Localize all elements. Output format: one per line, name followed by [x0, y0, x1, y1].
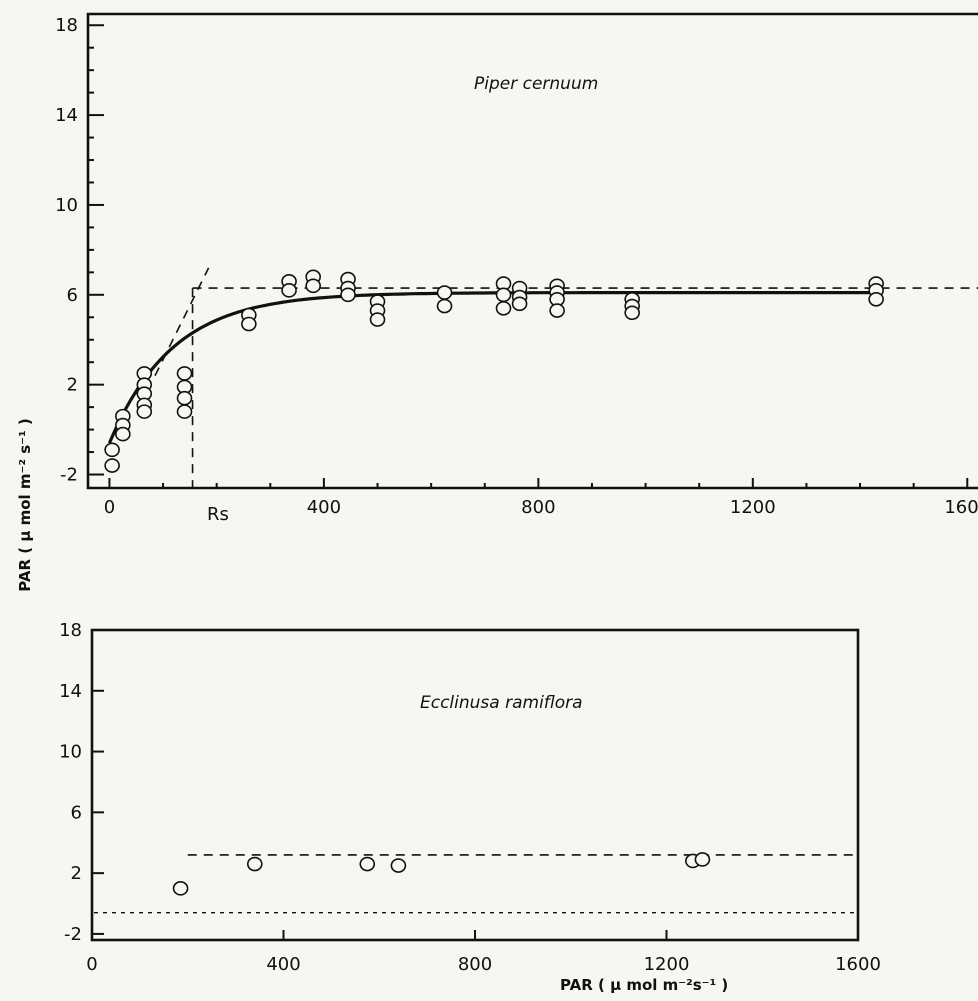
chart-title: Ecclinusa ramiflora [420, 693, 583, 713]
y-tick-label: 2 [67, 375, 78, 396]
data-point [282, 284, 296, 297]
data-point [178, 367, 192, 380]
data-point [497, 288, 511, 301]
y-tick-label: 2 [71, 863, 82, 884]
data-point [178, 392, 192, 405]
x-tick-label: 0 [86, 954, 97, 975]
x-tick-label: 400 [266, 954, 300, 975]
data-point [869, 293, 883, 306]
y-tick-label: 18 [55, 15, 78, 36]
data-point [105, 459, 119, 472]
x-tick-label: 1600 [944, 497, 978, 518]
chart-title: Piper cernuum [474, 74, 598, 94]
data-point [242, 318, 256, 331]
rs-annotation: Rs [207, 504, 229, 525]
axes-frame [92, 630, 858, 940]
y-tick-label: 14 [59, 681, 82, 702]
y-tick-label: -2 [64, 924, 82, 945]
data-point [438, 300, 452, 313]
data-point [391, 859, 405, 872]
data-point [137, 405, 151, 418]
data-point [105, 443, 119, 456]
data-point [695, 853, 709, 866]
data-point [513, 297, 527, 310]
y-tick-label: 6 [71, 802, 82, 823]
data-point [306, 279, 320, 292]
data-point [497, 302, 511, 315]
data-point [174, 882, 188, 895]
x-tick-label: 1600 [835, 954, 881, 975]
x-axis-label: PAR ( μ mol m⁻²s⁻¹ ) [560, 976, 728, 994]
data-point [625, 306, 639, 319]
y-tick-label: 10 [59, 742, 82, 763]
initial-slope-line [155, 268, 209, 376]
x-tick-label: 800 [521, 497, 555, 518]
fit-curve [109, 293, 876, 444]
y-tick-label: -2 [60, 465, 78, 486]
y-tick-label: 18 [59, 620, 82, 641]
data-point [248, 858, 262, 871]
data-point [371, 313, 385, 326]
y-axis-label: PAR ( μ mol m⁻² s⁻¹ ) [16, 418, 34, 591]
y-tick-label: 6 [67, 285, 78, 306]
chart-ecclinusa-ramiflora: -2 2 6 10 14 18 0 400 800 1200 1600 Ecclinusa rami… [59, 620, 881, 994]
x-tick-label: 0 [104, 497, 115, 518]
data-point [550, 304, 564, 317]
x-tick-label: 800 [458, 954, 492, 975]
y-tick-label: 14 [55, 105, 78, 126]
data-point [116, 428, 130, 441]
x-tick-label: 1200 [644, 954, 690, 975]
data-point [360, 858, 374, 871]
data-point [438, 286, 452, 299]
data-point [341, 288, 355, 301]
x-tick-label: 1200 [730, 497, 776, 518]
y-tick-label: 10 [55, 195, 78, 216]
x-tick-label: 400 [307, 497, 341, 518]
data-point [178, 405, 192, 418]
